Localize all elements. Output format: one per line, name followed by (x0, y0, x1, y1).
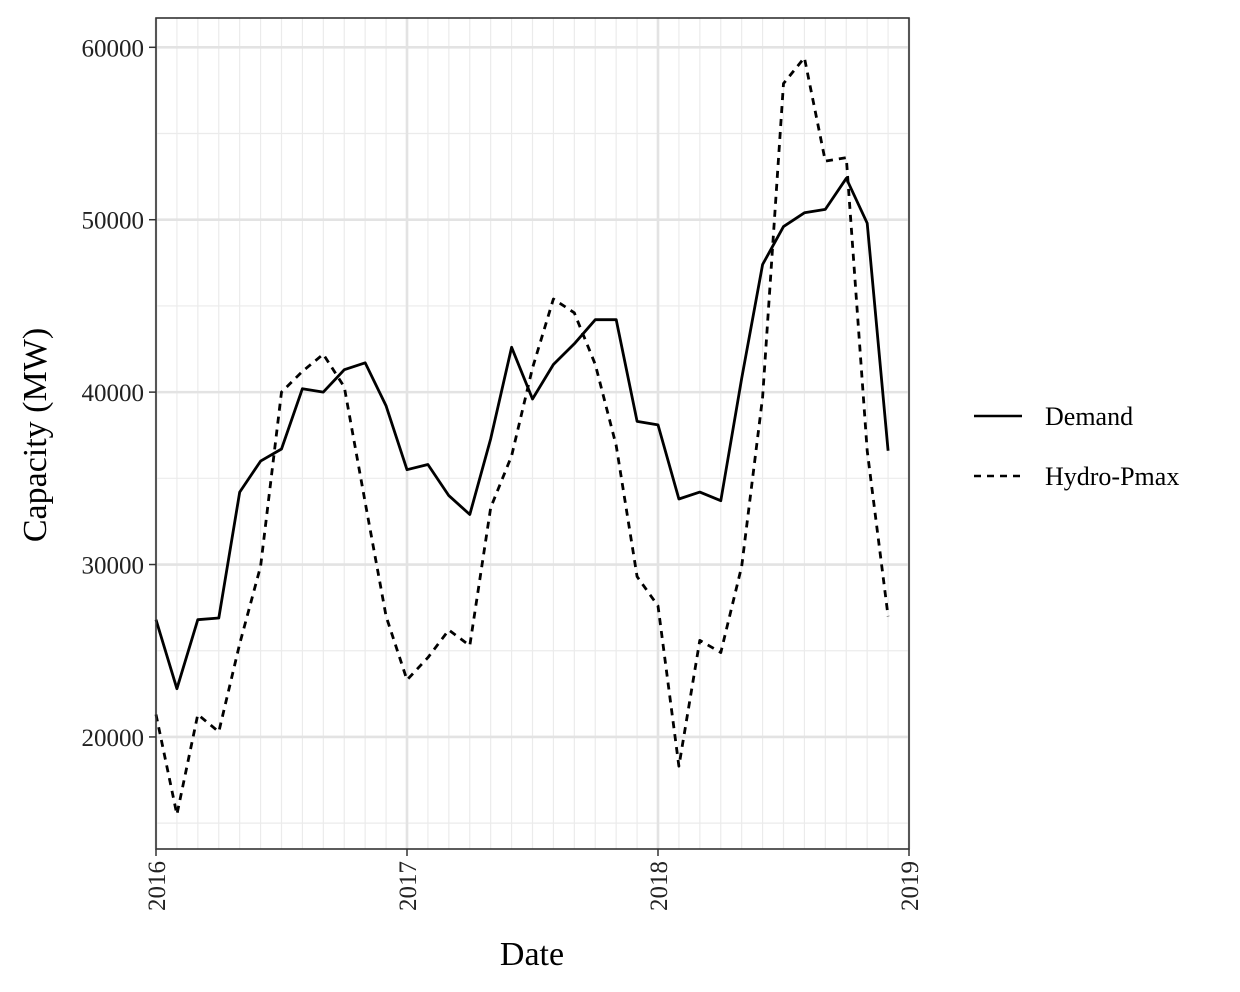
x-tick-label: 2017 (395, 861, 422, 911)
x-tick-label: 2019 (897, 861, 924, 911)
y-axis-title: Capacity (MW) (17, 328, 54, 542)
series-line-demand (154, 176, 890, 691)
grid-minor (156, 18, 909, 849)
x-axis-title: Date (500, 936, 564, 973)
x-tick-label: 2018 (646, 861, 673, 911)
series-line-hydro-pmax (154, 56, 890, 816)
y-axis: 20000 30000 40000 50000 60000 (82, 35, 156, 752)
x-axis: 2016 2017 2018 2019 (144, 849, 924, 911)
y-tick-label: 50000 (82, 208, 145, 235)
y-tick-label: 20000 (82, 725, 145, 752)
legend-label-demand: Demand (1045, 402, 1133, 431)
y-tick-label: 60000 (82, 35, 145, 62)
x-tick-label: 2016 (144, 861, 171, 911)
y-tick-label: 30000 (82, 553, 145, 580)
series-layer (154, 56, 890, 816)
y-tick-label: 40000 (82, 380, 145, 407)
legend: Demand Hydro-Pmax (974, 402, 1179, 491)
legend-label-hydro-pmax: Hydro-Pmax (1045, 462, 1179, 491)
plot-border (155, 17, 910, 850)
